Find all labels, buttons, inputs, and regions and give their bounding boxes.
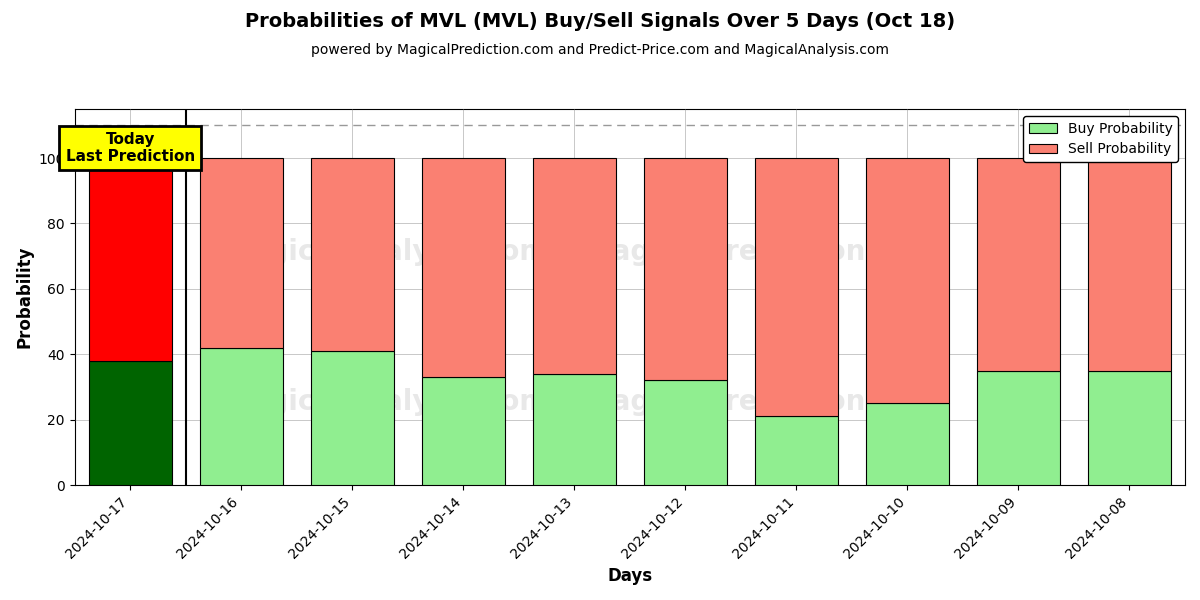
Bar <box>1088 371 1171 485</box>
Bar <box>199 158 283 348</box>
Bar <box>89 158 172 361</box>
Bar <box>643 380 727 485</box>
Bar <box>865 403 949 485</box>
X-axis label: Days: Days <box>607 567 653 585</box>
Text: MagicalPrediction.com: MagicalPrediction.com <box>584 238 941 266</box>
Bar <box>755 416 838 485</box>
Bar <box>421 377 505 485</box>
Bar <box>1088 158 1171 371</box>
Text: MagicalAnalysis.com: MagicalAnalysis.com <box>222 238 548 266</box>
Text: Probabilities of MVL (MVL) Buy/Sell Signals Over 5 Days (Oct 18): Probabilities of MVL (MVL) Buy/Sell Sign… <box>245 12 955 31</box>
Text: powered by MagicalPrediction.com and Predict-Price.com and MagicalAnalysis.com: powered by MagicalPrediction.com and Pre… <box>311 43 889 57</box>
Text: Today
Last Prediction: Today Last Prediction <box>66 132 194 164</box>
Bar <box>199 348 283 485</box>
Bar <box>311 351 394 485</box>
Text: MagicalPrediction.com: MagicalPrediction.com <box>584 388 941 416</box>
Bar <box>643 158 727 380</box>
Bar <box>533 158 616 374</box>
Bar <box>533 374 616 485</box>
Bar <box>311 158 394 351</box>
Text: MagicalAnalysis.com: MagicalAnalysis.com <box>222 388 548 416</box>
Bar <box>977 371 1060 485</box>
Legend: Buy Probability, Sell Probability: Buy Probability, Sell Probability <box>1024 116 1178 162</box>
Bar <box>865 158 949 403</box>
Bar <box>421 158 505 377</box>
Bar <box>755 158 838 416</box>
Bar <box>977 158 1060 371</box>
Y-axis label: Probability: Probability <box>16 246 34 349</box>
Bar <box>89 361 172 485</box>
